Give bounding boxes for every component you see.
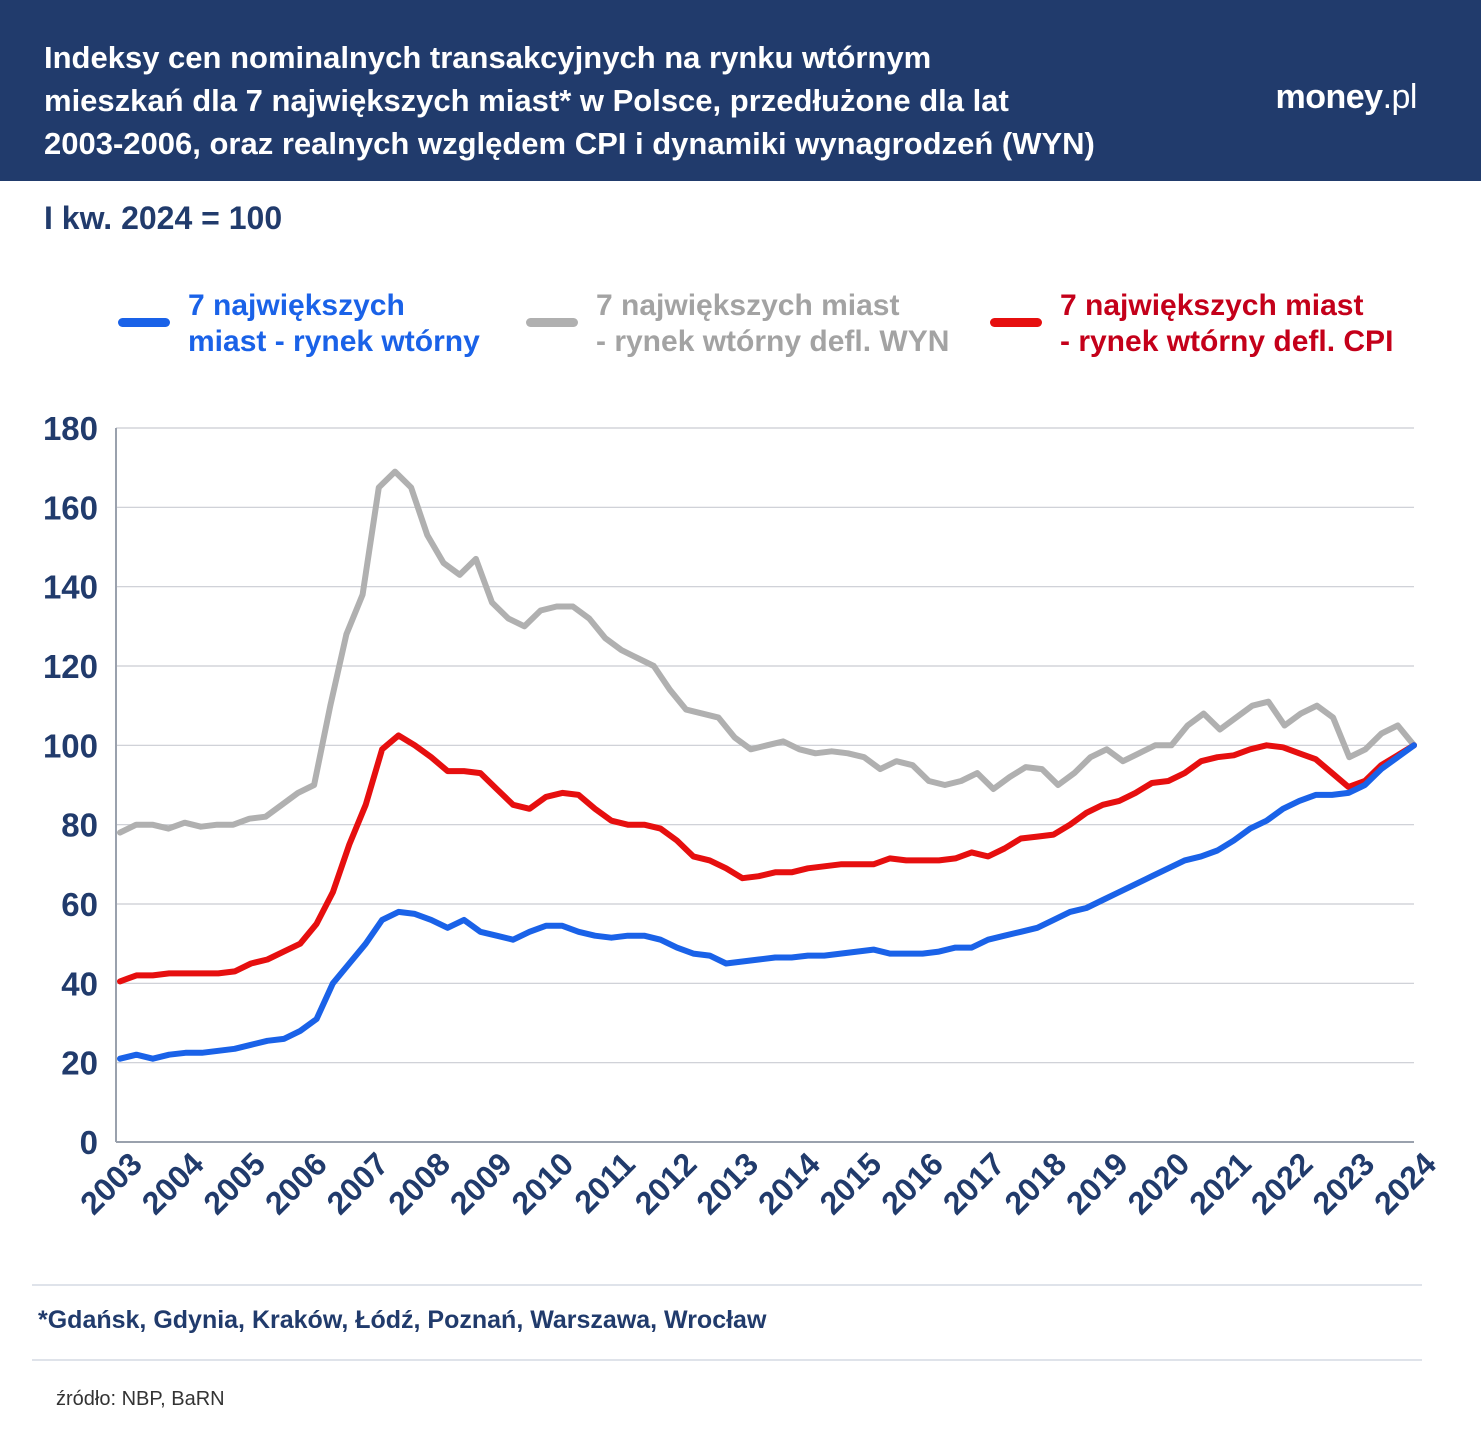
x-tick-label: 2024 bbox=[1367, 1145, 1443, 1221]
y-tick-label: 120 bbox=[43, 648, 98, 685]
legend-swatch-wyn bbox=[526, 318, 578, 327]
x-tick-label: 2020 bbox=[1121, 1145, 1197, 1221]
legend-label-line: 7 największych bbox=[188, 289, 405, 322]
legend-swatch-cpi bbox=[990, 318, 1042, 327]
footnote: *Gdańsk, Gdynia, Kraków, Łódź, Poznań, W… bbox=[38, 1306, 767, 1334]
y-tick-label: 60 bbox=[61, 886, 98, 923]
series-line-wyn bbox=[117, 468, 1417, 836]
header-bar: Indeksy cen nominalnych transakcyjnych n… bbox=[0, 0, 1481, 181]
x-tick-label: 2015 bbox=[813, 1145, 889, 1221]
chart-title-line: mieszkań dla 7 największych miast* w Pol… bbox=[44, 83, 1009, 118]
chart-title-line: Indeksy cen nominalnych transakcyjnych n… bbox=[44, 40, 932, 75]
brand-logo-name: money bbox=[1275, 78, 1383, 116]
line-chart: 0204060801001201401601802003200420052006… bbox=[43, 410, 1443, 1221]
y-tick-label: 100 bbox=[43, 727, 98, 764]
chart-subtitle: I kw. 2024 = 100 bbox=[44, 200, 283, 236]
legend-label-nominal: 7 największych miast - rynek wtórny bbox=[188, 288, 480, 360]
x-tick-label: 2007 bbox=[320, 1145, 396, 1221]
y-tick-label: 0 bbox=[80, 1124, 98, 1161]
x-tick-label: 2008 bbox=[381, 1145, 457, 1221]
x-tick-label: 2017 bbox=[936, 1145, 1012, 1221]
source-note: źródło: NBP, BaRN bbox=[56, 1388, 225, 1410]
brand-logo-suffix: .pl bbox=[1382, 78, 1418, 116]
y-tick-label: 140 bbox=[43, 569, 98, 606]
x-tick-label: 2018 bbox=[997, 1145, 1073, 1221]
x-tick-label: 2021 bbox=[1182, 1145, 1258, 1221]
y-tick-label: 80 bbox=[61, 807, 98, 844]
legend-label-line: - rynek wtórny defl. WYN bbox=[596, 325, 950, 358]
legend-label-line: 7 największych miast bbox=[1060, 289, 1364, 322]
brand-logo: money.pl bbox=[1275, 78, 1417, 117]
x-tick-label: 2006 bbox=[258, 1145, 334, 1221]
legend-label-line: - rynek wtórny defl. CPI bbox=[1060, 325, 1394, 358]
divider bbox=[32, 1359, 1422, 1361]
legend-label-wyn: 7 największych miast - rynek wtórny defl… bbox=[596, 288, 949, 360]
x-tick-label: 2004 bbox=[135, 1145, 211, 1221]
legend-label-line: miast - rynek wtórny bbox=[188, 325, 480, 358]
x-tick-label: 2005 bbox=[196, 1145, 272, 1221]
y-tick-label: 40 bbox=[61, 965, 98, 1002]
series-line-nominal bbox=[117, 742, 1417, 1062]
divider bbox=[32, 1284, 1422, 1286]
x-tick-label: 2016 bbox=[874, 1145, 950, 1221]
x-tick-label: 2014 bbox=[751, 1145, 827, 1221]
x-tick-label: 2009 bbox=[443, 1145, 519, 1221]
legend-label-line: 7 największych miast bbox=[596, 289, 900, 322]
legend-label-cpi: 7 największych miast - rynek wtórny defl… bbox=[1060, 288, 1393, 360]
y-tick-label: 160 bbox=[43, 489, 98, 526]
legend-swatch-nominal bbox=[118, 318, 170, 327]
series-line-cpi bbox=[117, 732, 1417, 985]
chart-title: Indeksy cen nominalnych transakcyjnych n… bbox=[44, 36, 1194, 165]
x-tick-label: 2012 bbox=[628, 1145, 704, 1221]
x-tick-label: 2013 bbox=[689, 1145, 765, 1221]
x-tick-label: 2022 bbox=[1244, 1145, 1320, 1221]
chart-title-line: 2003-2006, oraz realnych względem CPI i … bbox=[44, 126, 1095, 161]
x-tick-label: 2010 bbox=[504, 1145, 580, 1221]
y-tick-label: 20 bbox=[61, 1045, 98, 1082]
x-tick-label: 2011 bbox=[567, 1145, 642, 1220]
x-tick-label: 2023 bbox=[1306, 1145, 1382, 1221]
y-tick-label: 180 bbox=[43, 410, 98, 447]
x-tick-label: 2019 bbox=[1059, 1145, 1135, 1221]
